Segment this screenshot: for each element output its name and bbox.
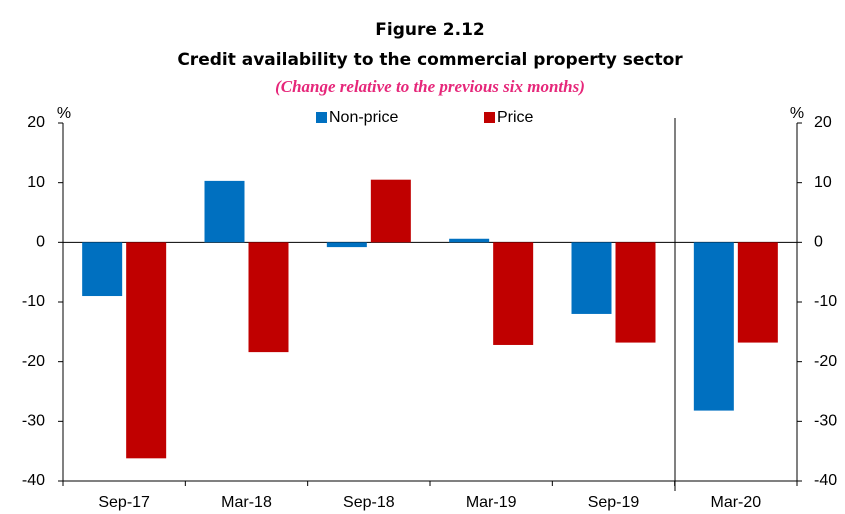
y-axis-label: %	[57, 105, 71, 122]
x-tick-label: Mar-18	[221, 494, 272, 511]
y-tick-label: -40	[22, 472, 45, 489]
y-tick-label: 10	[27, 174, 45, 191]
x-tick-label: Sep-17	[98, 494, 150, 511]
y2-tick-label: -30	[814, 413, 837, 430]
chart-note: (Change relative to the previous six mon…	[275, 77, 585, 96]
bar	[370, 179, 411, 243]
legend-swatch	[484, 112, 495, 123]
y2-axis-label: %	[790, 105, 804, 122]
legend-label: Non-price	[329, 109, 398, 126]
y2-tick-label: 20	[814, 114, 832, 131]
bar	[615, 242, 656, 343]
y2-tick-label: -40	[814, 472, 837, 489]
x-tick-label: Mar-19	[466, 494, 517, 511]
bar	[493, 242, 534, 345]
y-tick-label: -20	[22, 353, 45, 370]
y2-tick-label: 10	[814, 174, 832, 191]
bar	[326, 242, 367, 248]
x-tick-label: Mar-20	[710, 494, 761, 511]
y-tick-label: -30	[22, 413, 45, 430]
y-tick-label: 20	[27, 114, 45, 131]
chart-subtitle: Credit availability to the commercial pr…	[177, 50, 683, 70]
bar	[82, 242, 123, 297]
y-tick-label: -10	[22, 293, 45, 310]
y2-tick-label: 0	[814, 234, 823, 251]
y2-tick-label: -20	[814, 353, 837, 370]
bar	[737, 242, 778, 343]
legend-swatch	[316, 112, 327, 123]
x-tick-label: Sep-19	[588, 494, 640, 511]
bar	[126, 242, 167, 459]
bar	[693, 242, 734, 411]
legend-label: Price	[497, 109, 534, 126]
y-tick-label: 0	[36, 234, 45, 251]
bar	[204, 180, 245, 243]
x-tick-label: Sep-18	[343, 494, 395, 511]
chart-title: Figure 2.12	[375, 20, 485, 40]
bar	[449, 238, 490, 243]
y2-tick-label: -10	[814, 293, 837, 310]
bar	[571, 242, 612, 314]
bar	[248, 242, 289, 353]
